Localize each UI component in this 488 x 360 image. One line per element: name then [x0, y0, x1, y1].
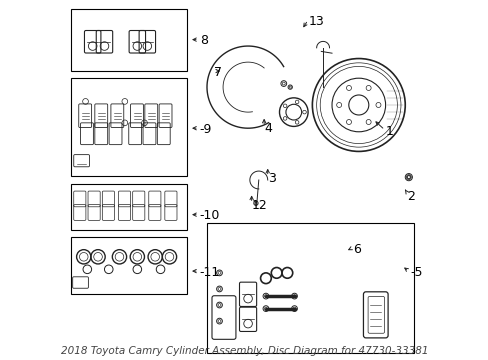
Bar [71, 184, 187, 230]
Text: 6: 6 [353, 243, 361, 256]
Text: 3: 3 [267, 172, 275, 185]
Bar [206, 223, 413, 353]
Text: 1: 1 [385, 125, 393, 138]
Text: 13: 13 [308, 14, 324, 27]
Text: -5: -5 [410, 266, 422, 279]
Text: 8: 8 [200, 34, 207, 47]
Bar [71, 78, 187, 176]
Text: 4: 4 [264, 122, 271, 135]
Text: -10: -10 [200, 209, 220, 222]
Text: -11: -11 [200, 266, 220, 279]
Text: 2018 Toyota Camry Cylinder Assembly, Disc Diagram for 47730-33381: 2018 Toyota Camry Cylinder Assembly, Dis… [61, 346, 427, 356]
Text: 7: 7 [214, 66, 222, 79]
Text: -9: -9 [200, 123, 212, 136]
Bar [71, 9, 187, 71]
Text: 12: 12 [251, 198, 267, 212]
Text: 2: 2 [406, 190, 414, 203]
Bar [71, 237, 187, 294]
